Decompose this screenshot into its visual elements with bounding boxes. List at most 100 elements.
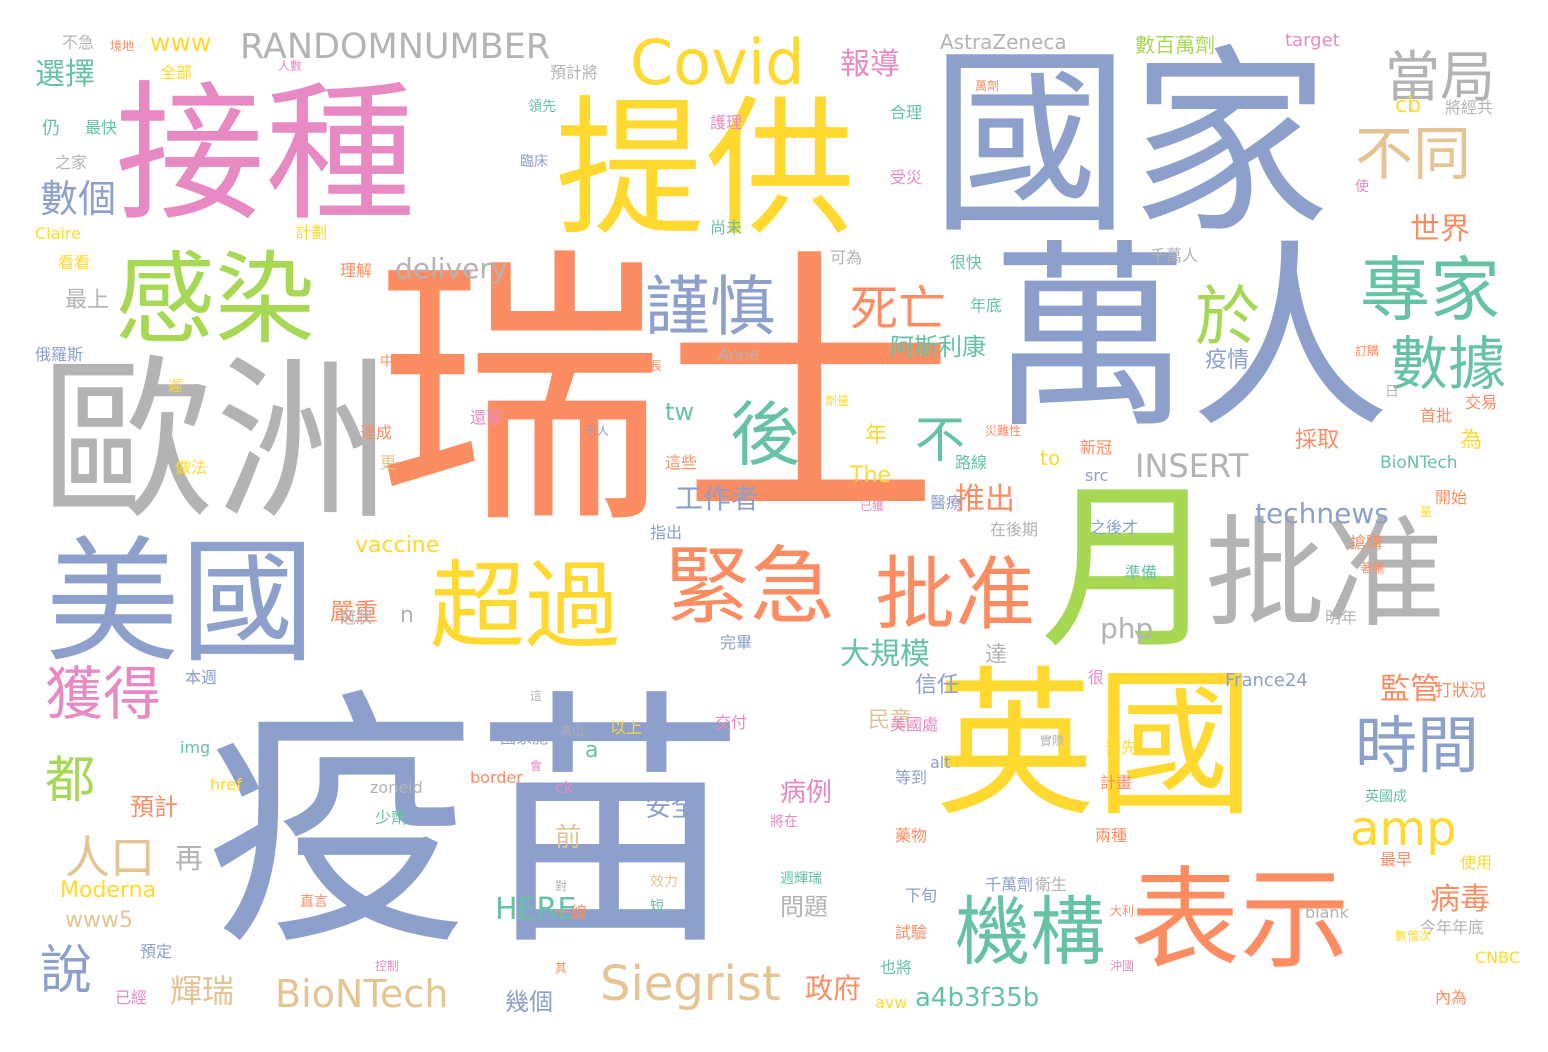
cloud-word: 醫療	[930, 493, 963, 512]
cloud-word: 訂購	[1355, 344, 1380, 358]
cloud-word: 預定	[140, 942, 173, 961]
cloud-word: avw	[875, 993, 908, 1012]
cloud-word: BioNTech	[1380, 453, 1458, 473]
cloud-word: CNBC	[1475, 948, 1521, 967]
cloud-word: 批准	[1205, 505, 1445, 644]
cloud-word: 月	[1040, 465, 1221, 674]
cloud-word: AstraZeneca	[940, 30, 1067, 54]
cloud-word: 數據	[1390, 330, 1507, 398]
cloud-word: Moderna	[60, 878, 157, 903]
cloud-word: 週輝瑞	[780, 871, 822, 887]
cloud-word: 不	[915, 411, 965, 469]
cloud-word: 很	[1088, 668, 1105, 687]
cloud-word: 嚴重	[330, 598, 378, 626]
cloud-word: 輝瑞	[170, 972, 235, 1010]
cloud-word: 在後期	[990, 520, 1039, 539]
cloud-word: 大規模	[840, 637, 930, 672]
cloud-word: 謹慎	[645, 270, 776, 345]
cloud-word: 選擇	[35, 57, 95, 92]
cloud-word: 明年	[1325, 608, 1358, 627]
cloud-word: 使用	[1460, 853, 1493, 872]
cloud-word: 合理	[890, 103, 923, 122]
cloud-word: 這些	[665, 453, 698, 472]
cloud-word: 國家施	[500, 728, 549, 747]
cloud-word: 問題	[780, 893, 828, 921]
cloud-word: 今年年底	[1420, 918, 1485, 937]
cloud-word: 獲得	[45, 660, 162, 728]
cloud-word: 世界	[1410, 212, 1470, 247]
cloud-word: RANDOMNUMBER	[240, 27, 551, 67]
cloud-word: 準備	[1125, 563, 1158, 582]
cloud-word: 指出	[650, 523, 683, 542]
cloud-word: 接種	[115, 68, 416, 242]
cloud-word: 提供	[555, 83, 856, 257]
cloud-word: 感染	[115, 241, 315, 358]
cloud-word: 臨床	[520, 154, 548, 170]
cloud-word: 路線	[955, 453, 988, 472]
cloud-word: 可為	[830, 248, 863, 267]
cloud-word: 美國	[45, 524, 315, 681]
cloud-word: 死亡	[850, 281, 947, 337]
cloud-word: 之後才	[1090, 518, 1139, 537]
cloud-word: Covid	[630, 26, 805, 99]
cloud-word: 交易	[1465, 393, 1498, 412]
cloud-word: 歐洲	[40, 341, 390, 544]
cloud-word: 最早	[1380, 850, 1413, 869]
cloud-word: 疫苗	[205, 667, 745, 982]
cloud-word: 阿斯利康	[890, 333, 986, 361]
cloud-word: cb	[1395, 93, 1422, 118]
cloud-word: img	[180, 738, 211, 757]
cloud-word: 說	[40, 941, 93, 1001]
cloud-word: to	[1040, 446, 1061, 470]
cloud-word: 美國處	[890, 715, 939, 734]
cloud-word: 全部	[160, 63, 193, 82]
cloud-word: border	[470, 768, 523, 787]
cloud-word: 達	[985, 643, 1008, 668]
cloud-word: 數個	[40, 177, 117, 221]
cloud-word: 大利	[1110, 904, 1135, 918]
cloud-word: amp	[1350, 801, 1457, 857]
cloud-word: 數億次	[1395, 929, 1432, 943]
cloud-word: 報導	[840, 47, 900, 82]
cloud-word: 開始	[1435, 488, 1468, 507]
cloud-word: Claire	[35, 224, 81, 243]
cloud-word: 預計將	[550, 63, 599, 82]
cloud-word: delivery	[395, 252, 508, 285]
cloud-word: 民意	[868, 708, 913, 733]
cloud-word: 為	[1460, 428, 1483, 453]
cloud-word: zoneid	[370, 778, 423, 797]
cloud-word: 病毒	[1430, 882, 1490, 917]
cloud-word: 監管	[1380, 672, 1440, 707]
cloud-word: 病例	[780, 778, 833, 808]
cloud-word: 超過	[430, 552, 621, 662]
cloud-word: 機構	[955, 888, 1106, 976]
cloud-word: 預計	[130, 793, 178, 821]
cloud-word: 境地	[110, 39, 135, 53]
cloud-word: 其	[555, 961, 568, 975]
cloud-word: 直言	[300, 894, 328, 910]
cloud-word: 將在	[770, 814, 798, 830]
cloud-word: 長	[650, 359, 663, 373]
cloud-word: src	[1085, 466, 1109, 485]
cloud-word: 已獲	[860, 499, 885, 513]
cloud-word: 於	[1195, 280, 1261, 355]
cloud-word: blank	[1305, 903, 1349, 922]
cloud-word: technews	[1255, 497, 1389, 530]
cloud-word: 人口	[65, 831, 156, 884]
cloud-word: n	[400, 603, 414, 628]
cloud-word: 千萬劑	[985, 875, 1034, 894]
cloud-word: 著施	[1360, 561, 1385, 575]
cloud-word: INSERT	[1135, 447, 1249, 485]
cloud-word: 計劃	[295, 223, 328, 242]
cloud-word: Siegrist	[600, 956, 781, 1012]
cloud-word: 英國	[935, 651, 1256, 838]
cloud-word: 時間	[1355, 709, 1480, 782]
cloud-word: HERE	[495, 892, 577, 927]
cloud-word: ck	[555, 778, 574, 797]
cloud-word: 以上	[610, 718, 643, 737]
cloud-word: 人數	[278, 59, 303, 73]
cloud-word: 表示	[1130, 856, 1350, 984]
cloud-word: 國家	[930, 28, 1331, 261]
cloud-word: 政府	[805, 972, 862, 1005]
cloud-word: 量	[1420, 505, 1433, 519]
